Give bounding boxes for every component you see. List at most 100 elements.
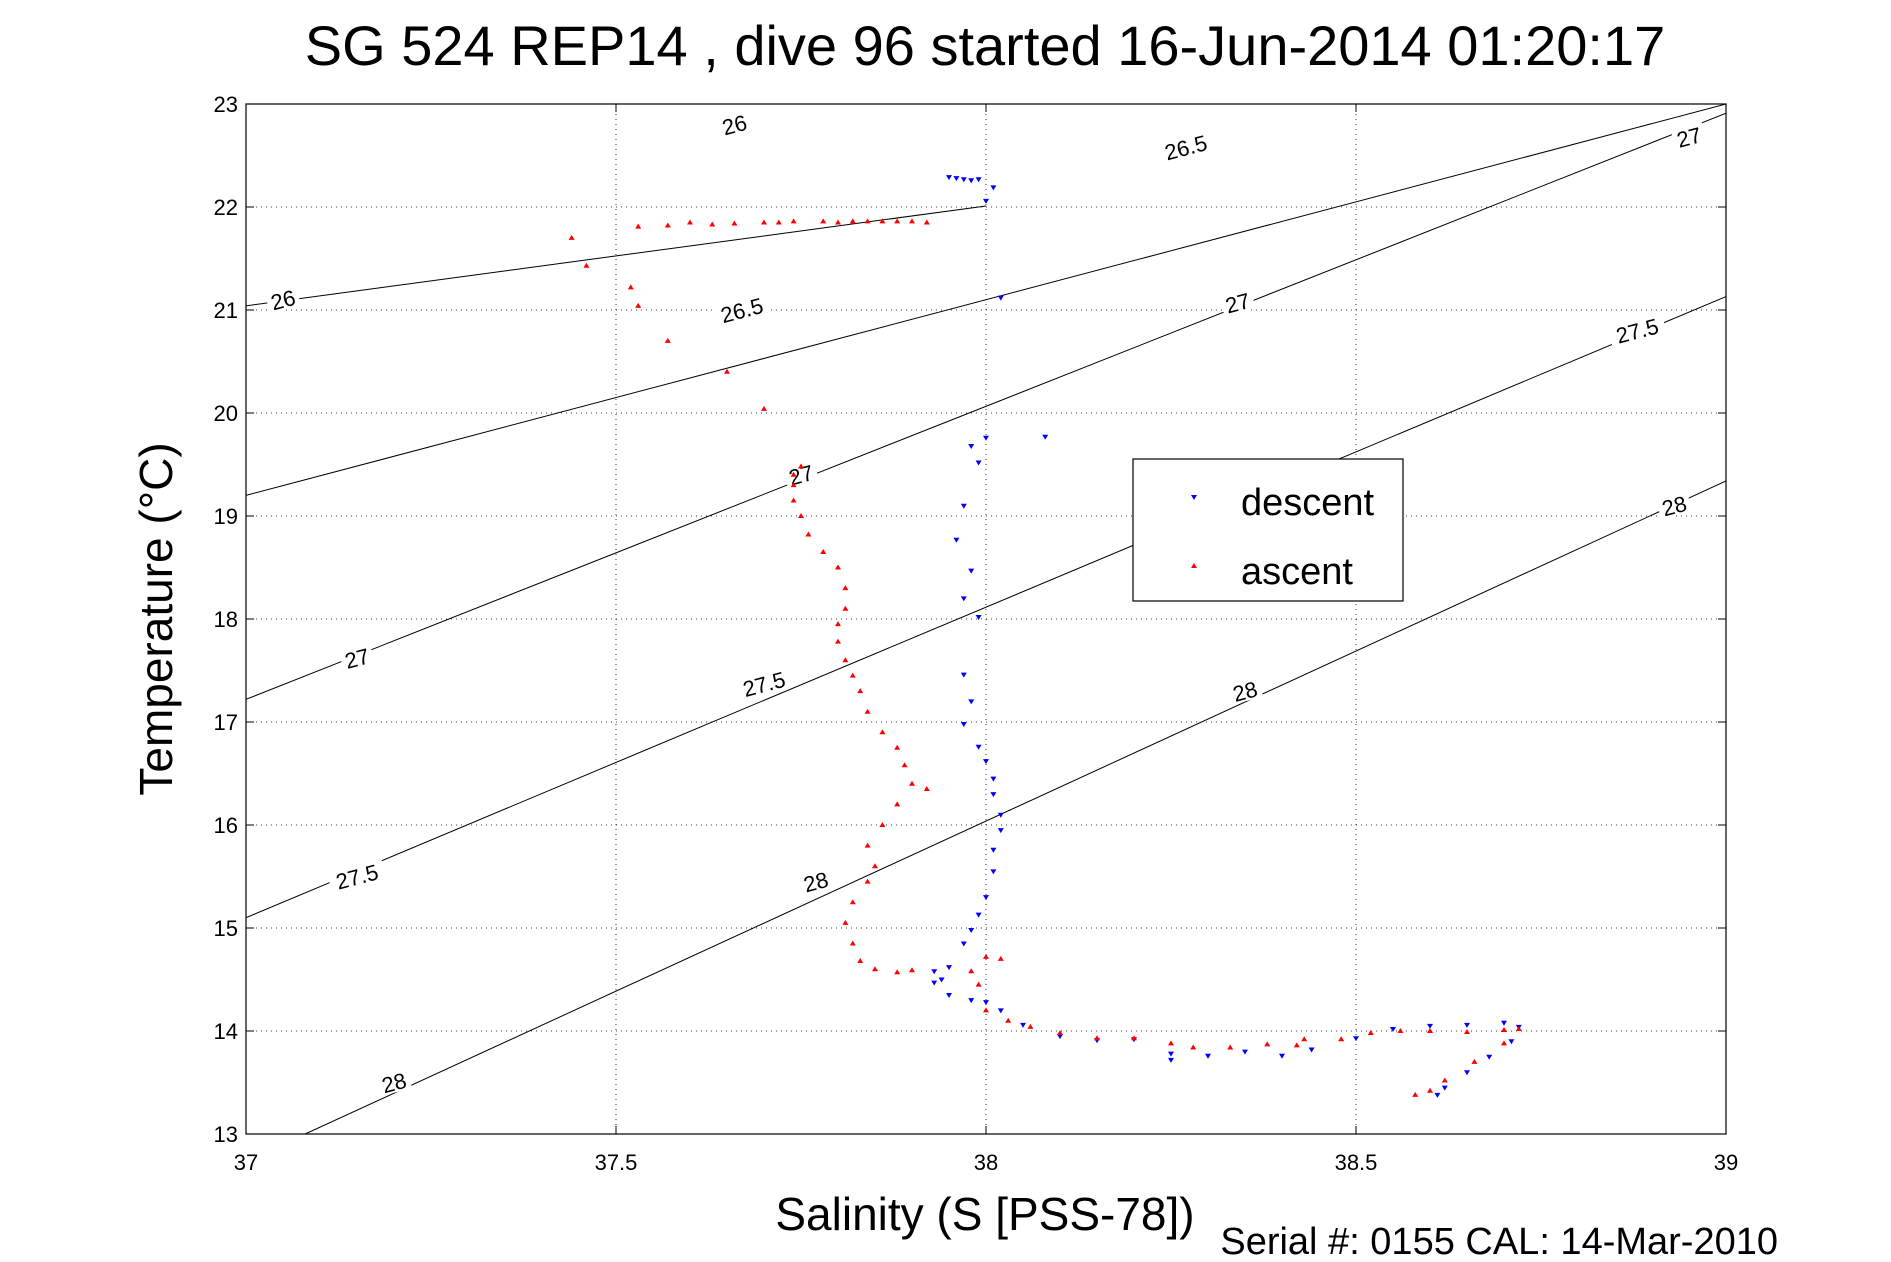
isopycnal-label: 28	[797, 865, 834, 897]
ascent-point	[635, 302, 642, 308]
ascent-point	[879, 729, 886, 735]
descent-point	[960, 596, 967, 602]
axis-ticks: 37 37.5 38 38.5 39 13 14 15 16 17 18 19 20 21 22 23	[214, 92, 1739, 1175]
ascent-point	[864, 842, 871, 848]
ascent-point	[923, 785, 930, 791]
ascent-point	[849, 940, 856, 946]
ascent-point	[842, 919, 849, 925]
isopycnal-label: 27.5	[733, 665, 794, 702]
descent-point	[1441, 1085, 1448, 1091]
ascent-point	[842, 585, 849, 591]
isopycnal-label: 27	[1219, 287, 1256, 318]
descent-point	[1486, 1054, 1493, 1060]
ascent-point	[872, 863, 878, 869]
descent-point	[1464, 1070, 1470, 1076]
descent-point	[990, 847, 997, 853]
descent-point	[1205, 1053, 1211, 1059]
descent-point	[983, 198, 989, 204]
isopycnal-26	[246, 205, 987, 307]
ascent-point	[1338, 1036, 1345, 1042]
descent-point	[968, 568, 975, 574]
ascent-point	[983, 953, 989, 959]
isopycnal-label: 28	[1226, 675, 1264, 707]
descent-point	[983, 759, 989, 765]
ascent-point	[1027, 1023, 1034, 1029]
ascent-point	[849, 672, 856, 678]
ascent-point	[627, 284, 634, 290]
ascent-point	[820, 549, 827, 555]
ascent-point	[568, 234, 575, 240]
y-tick-label: 21	[214, 298, 238, 323]
ascent-point	[835, 564, 841, 570]
ascent-point	[798, 463, 804, 469]
descent-point	[975, 460, 982, 466]
isopycnal-label-bg	[711, 291, 772, 327]
y-tick-label: 18	[214, 607, 238, 632]
descent-point	[968, 443, 975, 449]
ascent-point	[1293, 1042, 1300, 1048]
ascent-point	[1397, 1028, 1404, 1033]
isopycnal-28	[304, 480, 1726, 1134]
isopycnal-label-bg	[1219, 287, 1256, 317]
isopycnal-label-bg	[1670, 121, 1708, 151]
ascent-point	[909, 967, 915, 973]
descent-point	[953, 537, 960, 543]
descent-point	[1390, 1026, 1396, 1032]
descent-point	[997, 812, 1004, 818]
isopycnal-label-bg	[375, 1066, 413, 1097]
ascent-point	[879, 822, 886, 827]
ascent-point	[1227, 1044, 1234, 1050]
isopycnal-label: 28	[1655, 490, 1693, 521]
legend-label-descent: descent	[1241, 482, 1375, 524]
ascent-point	[1427, 1028, 1433, 1033]
ascent-point	[664, 337, 671, 343]
ascent-point	[820, 218, 827, 224]
legend: descent ascent	[1132, 458, 1404, 602]
ascent-point	[790, 497, 797, 503]
y-tick-label: 16	[214, 813, 238, 838]
isopycnal-label: 27	[782, 459, 820, 490]
descent-point	[1508, 1039, 1515, 1045]
ascent-point	[709, 221, 716, 227]
ascent-point	[583, 262, 590, 268]
ascent-point	[849, 899, 856, 905]
ascent-point	[1057, 1030, 1063, 1036]
isopycnal-label-bg	[326, 857, 387, 894]
ascent-point	[997, 955, 1004, 961]
ascent-point	[1005, 1017, 1012, 1023]
isopycnal-label: 26	[715, 108, 753, 140]
ascent-point	[864, 878, 871, 884]
x-tick-label: 38	[974, 1150, 998, 1175]
descent-point	[946, 992, 952, 998]
ascent-point	[1367, 1030, 1374, 1036]
ascent-point	[894, 969, 901, 975]
ascent-point	[761, 219, 767, 225]
descent-point	[975, 912, 982, 918]
descent-point	[975, 614, 982, 620]
descent-point	[983, 1000, 989, 1006]
descent-point	[931, 969, 938, 975]
ascent-point	[1094, 1035, 1100, 1041]
descent-point	[931, 980, 938, 986]
ascent-point	[635, 223, 642, 229]
descent-point	[938, 977, 945, 983]
ascent-point	[864, 218, 871, 224]
ascent-point	[761, 405, 767, 411]
descent-point	[1242, 1049, 1248, 1055]
ascent-point	[1515, 1025, 1522, 1031]
ascent-point	[731, 220, 738, 226]
ascent-point	[894, 744, 901, 750]
descent-point	[1464, 1022, 1470, 1028]
legend-marker-descent	[1191, 495, 1197, 500]
descent-point	[975, 177, 982, 183]
descent-point	[975, 744, 982, 750]
ascent-point	[1264, 1041, 1271, 1047]
descent-point	[1308, 1047, 1315, 1053]
isopycnal-label-bg	[1655, 490, 1693, 520]
ascent-point	[857, 957, 864, 963]
descent-point	[990, 869, 997, 875]
ascent-point	[775, 219, 782, 225]
isopycnal-label-bg	[1226, 675, 1264, 705]
